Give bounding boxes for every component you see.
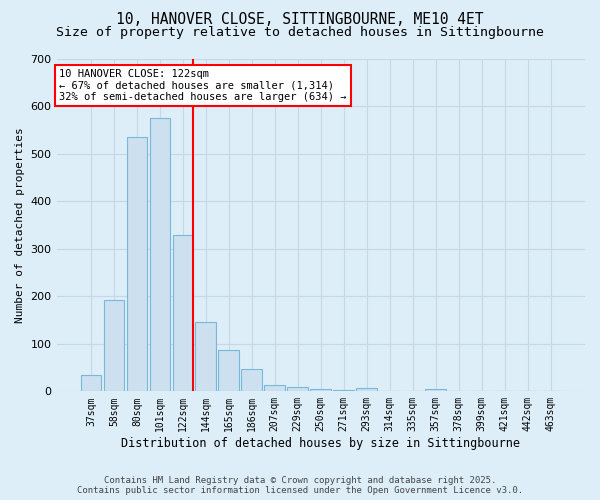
- Bar: [241, 369, 262, 392]
- Bar: [310, 389, 331, 392]
- X-axis label: Distribution of detached houses by size in Sittingbourne: Distribution of detached houses by size …: [121, 437, 520, 450]
- Text: 10 HANOVER CLOSE: 122sqm
← 67% of detached houses are smaller (1,314)
32% of sem: 10 HANOVER CLOSE: 122sqm ← 67% of detach…: [59, 69, 347, 102]
- Bar: [265, 385, 285, 392]
- Bar: [196, 322, 216, 392]
- Bar: [218, 350, 239, 392]
- Bar: [356, 388, 377, 392]
- Bar: [425, 390, 446, 392]
- Text: Size of property relative to detached houses in Sittingbourne: Size of property relative to detached ho…: [56, 26, 544, 39]
- Bar: [80, 374, 101, 392]
- Text: Contains HM Land Registry data © Crown copyright and database right 2025.
Contai: Contains HM Land Registry data © Crown c…: [77, 476, 523, 495]
- Text: 10, HANOVER CLOSE, SITTINGBOURNE, ME10 4ET: 10, HANOVER CLOSE, SITTINGBOURNE, ME10 4…: [116, 12, 484, 26]
- Bar: [104, 300, 124, 392]
- Bar: [287, 386, 308, 392]
- Bar: [334, 390, 354, 392]
- Bar: [149, 118, 170, 392]
- Bar: [127, 138, 147, 392]
- Bar: [173, 234, 193, 392]
- Y-axis label: Number of detached properties: Number of detached properties: [15, 128, 25, 323]
